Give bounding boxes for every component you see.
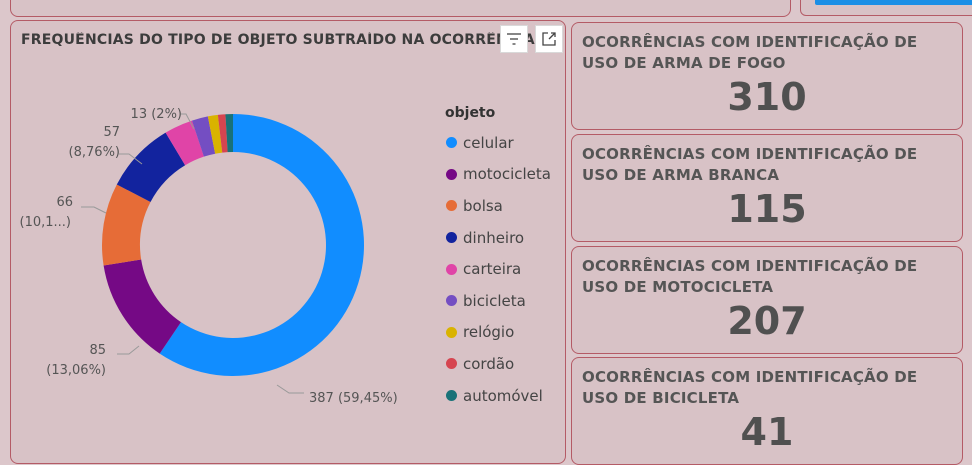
legend-label: dinheiro xyxy=(463,228,525,247)
legend-label: bicicleta xyxy=(463,291,526,310)
slicer-button[interactable] xyxy=(815,0,972,5)
chart-title: FREQUÊNCIAS DO TIPO DE OBJETO SUBTRAÍDO … xyxy=(21,32,535,48)
card-title: OCORRÊNCIAS COM IDENTIFICAÇÃO DE USO DE … xyxy=(582,33,918,72)
slice-carteira[interactable] xyxy=(165,120,204,166)
slice-relógio[interactable] xyxy=(207,114,223,154)
leader-line-bolsa xyxy=(81,206,107,214)
legend-label: bolsa xyxy=(463,196,503,215)
legend-label: celular xyxy=(463,133,514,152)
card-title: OCORRÊNCIAS COM IDENTIFICAÇÃO DE USO DE … xyxy=(582,257,918,296)
data-label-bicicleta: 13 (2%) xyxy=(131,107,182,122)
leader-line-motocicleta xyxy=(117,345,140,355)
card-value: 115 xyxy=(727,187,807,231)
data-label-celular: 387 (59,45%) xyxy=(309,391,398,406)
slice-dinheiro[interactable] xyxy=(116,132,186,203)
slice-celular[interactable] xyxy=(159,114,364,376)
legend-marker xyxy=(446,358,457,370)
top-visual-panel xyxy=(10,0,791,17)
slice-automóvel[interactable] xyxy=(225,114,233,153)
legend-item-bolsa[interactable]: bolsa xyxy=(445,190,551,222)
legend-label: automóvel xyxy=(463,386,543,405)
legend-marker xyxy=(446,200,457,212)
leader-line-bicicleta xyxy=(181,113,195,130)
slice-bolsa[interactable] xyxy=(101,184,151,266)
legend-marker xyxy=(446,232,457,244)
legend-marker xyxy=(446,263,457,275)
legend-marker xyxy=(446,137,457,149)
legend-item-cordão[interactable]: cordão xyxy=(445,348,551,380)
card-arma-branca[interactable]: OCORRÊNCIAS COM IDENTIFICAÇÃO DE USO DE … xyxy=(571,134,963,242)
legend-item-motocicleta[interactable]: motocicleta xyxy=(445,159,551,191)
card-bicicleta[interactable]: OCORRÊNCIAS COM IDENTIFICAÇÃO DE USO DE … xyxy=(571,357,963,465)
legend-marker xyxy=(446,168,457,180)
legend-marker xyxy=(446,390,457,402)
card-value: 310 xyxy=(727,75,807,119)
legend-item-automóvel[interactable]: automóvel xyxy=(445,380,551,412)
slice-motocicleta[interactable] xyxy=(103,259,181,354)
slice-bicicleta[interactable] xyxy=(191,116,216,157)
legend-label: carteira xyxy=(463,260,522,279)
card-title: OCORRÊNCIAS COM IDENTIFICAÇÃO DE USO DE … xyxy=(582,145,918,184)
legend-marker xyxy=(446,326,457,338)
data-label-dinheiro-pct: (8,76%) xyxy=(69,145,120,160)
card-arma-de-fogo[interactable]: OCORRÊNCIAS COM IDENTIFICAÇÃO DE USO DE … xyxy=(571,22,963,130)
data-label-bolsa-pct: (10,1...) xyxy=(20,215,72,230)
legend-label: motocicleta xyxy=(463,165,551,184)
focus-mode-icon[interactable] xyxy=(535,25,563,53)
legend-item-dinheiro[interactable]: dinheiro xyxy=(445,222,551,254)
legend-label: cordão xyxy=(463,354,515,373)
legend-marker xyxy=(446,295,457,307)
legend-item-relógio[interactable]: relógio xyxy=(445,317,551,349)
card-title: OCORRÊNCIAS COM IDENTIFICAÇÃO DE USO DE … xyxy=(582,368,918,407)
filter-icon[interactable] xyxy=(500,25,528,53)
data-label-motocicleta-pct: (13,06%) xyxy=(46,363,106,378)
legend-item-celular[interactable]: celular xyxy=(445,127,551,159)
legend-item-bicicleta[interactable]: bicicleta xyxy=(445,285,551,317)
legend-item-carteira[interactable]: carteira xyxy=(445,253,551,285)
card-value: 41 xyxy=(740,410,794,454)
legend-title: objeto xyxy=(445,105,496,121)
top-right-panel xyxy=(800,0,972,16)
slice-cordão[interactable] xyxy=(217,114,228,153)
data-label-bolsa-value: 66 xyxy=(56,195,73,210)
card-value: 207 xyxy=(727,299,807,343)
data-label-dinheiro-value: 57 xyxy=(103,125,120,140)
legend-label: relógio xyxy=(463,323,515,342)
leader-line-celular xyxy=(276,384,304,394)
donut-chart: 387 (59,45%) 85 (13,06%) 66 (10,1...) 57… xyxy=(20,107,398,406)
card-motocicleta[interactable]: OCORRÊNCIAS COM IDENTIFICAÇÃO DE USO DE … xyxy=(571,246,963,354)
donut-chart-visual[interactable]: FREQUÊNCIAS DO TIPO DE OBJETO SUBTRAÍDO … xyxy=(10,20,566,464)
data-label-motocicleta-value: 85 xyxy=(89,343,106,358)
chart-legend: objeto celular motocicleta bolsa dinheiro ca… xyxy=(445,105,551,411)
leader-line-dinheiro xyxy=(119,153,143,165)
